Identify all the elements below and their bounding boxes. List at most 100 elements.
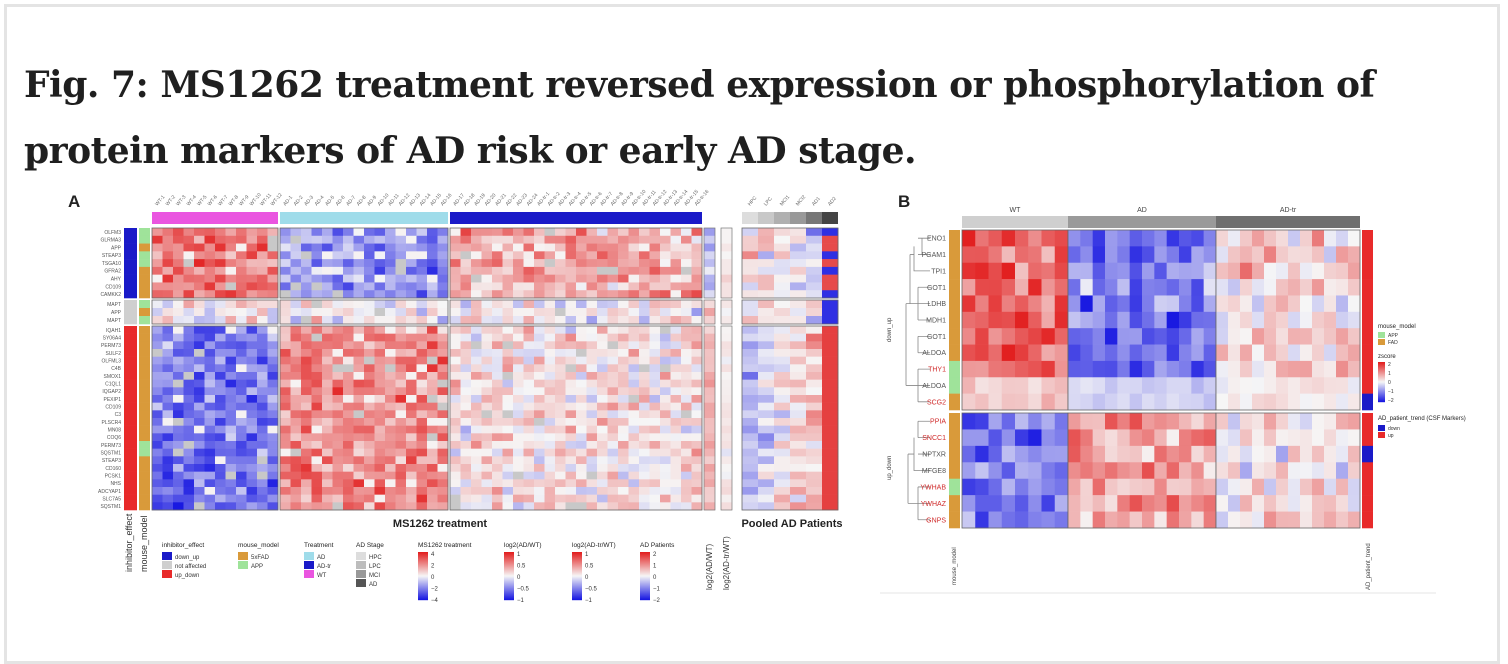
patient-cell: [790, 364, 807, 373]
mouse-model-cell: [139, 364, 150, 373]
heatmap-cell: [492, 228, 503, 237]
heatmap-cell: [1154, 360, 1167, 378]
heatmap-cell: [162, 448, 174, 457]
heatmap-cell: [353, 471, 365, 480]
heatmap-cell: [1191, 429, 1204, 447]
scale-gradient-step: [572, 561, 582, 563]
heatmap-cell: [1252, 230, 1265, 247]
heatmap-cell: [523, 326, 535, 334]
heatmap-cell: [246, 464, 258, 472]
scale-gradient-step: [418, 585, 428, 587]
heatmap-cell: [1015, 445, 1029, 463]
heatmap-cell: [502, 282, 514, 291]
heatmap-cell: [1166, 230, 1180, 247]
heatmap-cell: [1179, 511, 1192, 529]
scale-gradient-step: [418, 553, 428, 555]
figure-canvas: A OLFM3GLRMA3APPSTEAP3TSGA10GFRA2AHYCD10…: [68, 189, 1466, 604]
heatmap-cell: [1117, 413, 1130, 430]
heatmap-cell: [649, 274, 661, 283]
heatmap-cell: [471, 266, 482, 275]
heatmap-cell: [628, 282, 640, 291]
scale-gradient-step: [418, 566, 428, 568]
heatmap-cell: [290, 274, 302, 283]
heatmap-cell: [280, 228, 291, 237]
scale-gradient-step: [640, 572, 650, 574]
patient-cell: [774, 395, 791, 403]
heatmap-cell: [1129, 393, 1143, 411]
heatmap-cell: [332, 364, 344, 373]
heatmap-cell: [471, 251, 482, 260]
heatmap-cell: [353, 487, 365, 495]
mouse-model-cell: [139, 274, 150, 283]
bar-ad-stage: [758, 212, 774, 224]
scale-gradient-step: [504, 581, 514, 583]
patient-cell: [790, 356, 807, 365]
heatmap-cell: [1288, 393, 1301, 411]
gene-label: C1QL1: [105, 381, 121, 387]
heatmap-cell: [280, 479, 291, 488]
heatmap-cell: [639, 479, 650, 488]
column-label: AD-3: [303, 195, 315, 208]
patient-cell: [758, 364, 775, 373]
heatmap-cell: [962, 393, 976, 411]
heatmap-cell: [450, 456, 461, 465]
scale-tick: −2: [431, 587, 439, 593]
patient-cell: [822, 479, 839, 488]
patient-cell: [774, 266, 791, 275]
heatmap-cell: [450, 333, 461, 342]
patient-cell: [790, 349, 807, 357]
heatmap-cell: [280, 259, 291, 268]
heatmap-cell: [1336, 311, 1349, 329]
trend-cell: [1362, 377, 1373, 394]
heatmap-cell: [353, 448, 365, 457]
heatmap-cell: [660, 333, 671, 342]
legend-title: mouse_model: [238, 542, 279, 549]
heatmap-cell: [194, 235, 205, 244]
heatmap-cell: [183, 433, 195, 442]
heatmap-cell: [374, 448, 386, 457]
heatmap-cell: [1166, 413, 1180, 430]
heatmap-cell: [173, 433, 184, 442]
heatmap-cell: [395, 228, 407, 237]
heatmap-cell: [962, 377, 976, 394]
heatmap-cell: [597, 274, 608, 283]
heatmap-cell: [322, 274, 333, 283]
scale-gradient-step: [572, 553, 582, 555]
heatmap-cell: [649, 308, 661, 317]
heatmap-cell: [246, 372, 258, 380]
legend-item: AD: [369, 582, 378, 588]
heatmap-cell: [544, 333, 556, 342]
heatmap-cell: [152, 243, 163, 252]
heatmap-cell: [437, 456, 449, 465]
heatmap-cell: [681, 259, 692, 268]
legend-item: down: [1388, 426, 1400, 432]
heatmap-cell: [395, 387, 407, 396]
gene-label: IQAH1: [106, 328, 121, 334]
patient-cell: [822, 333, 839, 342]
heatmap-cell: [364, 418, 375, 426]
heatmap-cell: [691, 425, 703, 434]
heatmap-cell: [267, 410, 279, 419]
heatmap-cell: [385, 402, 396, 411]
heatmap-cell: [492, 333, 503, 342]
heatmap-cell: [1041, 377, 1056, 394]
heatmap-cell: [544, 441, 556, 449]
heatmap-cell: [555, 356, 566, 365]
heatmap-cell: [523, 235, 535, 244]
heatmap-cell: [1080, 511, 1093, 529]
heatmap-cell: [332, 433, 344, 442]
heatmap-cell: [988, 445, 1003, 463]
heatmap-cell: [1288, 262, 1301, 280]
heatmap-cell: [395, 372, 407, 380]
heatmap-cell: [194, 300, 205, 309]
heatmap-cell: [1324, 311, 1337, 329]
scale-title: log2(AD-tr/WT): [572, 542, 616, 549]
heatmap-cell: [311, 349, 323, 357]
scale-gradient-step: [504, 563, 514, 565]
log2-adtr-wt-cell: [721, 316, 732, 325]
scale-tick: 0: [431, 575, 435, 581]
heatmap-cell: [450, 502, 461, 511]
heatmap-cell: [471, 410, 482, 419]
heatmap-cell: [236, 425, 247, 434]
heatmap-cell: [311, 316, 323, 325]
